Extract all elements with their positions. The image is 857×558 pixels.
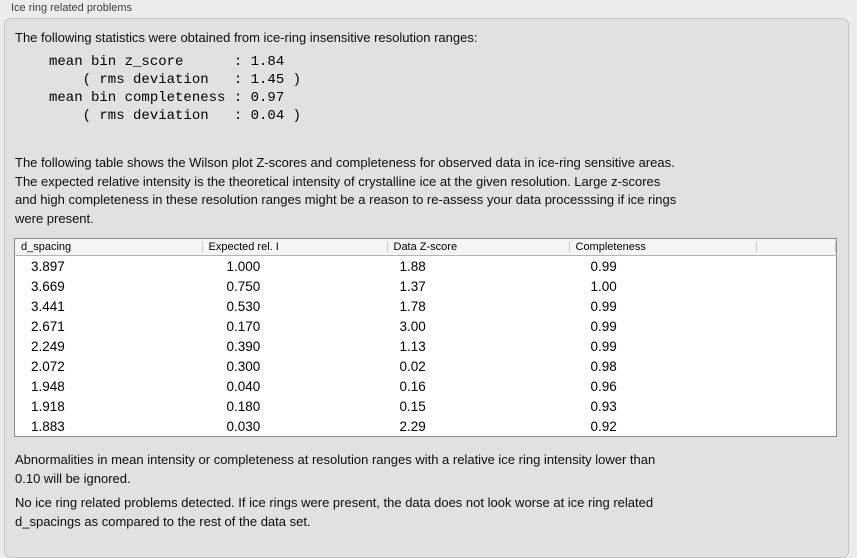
table-cell: 0.15	[399, 398, 426, 414]
column-header-expected-rel-i[interactable]: Expected rel. I	[202, 238, 388, 256]
table-cell: 0.96	[590, 378, 617, 394]
table-cell: 0.99	[590, 258, 617, 274]
table-cell: 2.29	[399, 418, 426, 434]
table-row[interactable]: 3.669 0.750 1.37 1.00	[15, 276, 837, 296]
table-cell	[757, 416, 837, 437]
table-row[interactable]: 1.948 0.040 0.16 0.96	[15, 376, 837, 396]
table-cell	[757, 316, 837, 336]
table-cell: 0.16	[399, 378, 426, 394]
table-cell: 1.13	[399, 338, 426, 354]
table-cell	[757, 276, 837, 296]
table-cell: 1.948	[31, 378, 65, 394]
table-cell: 1.37	[399, 278, 426, 294]
table-body: 3.897 1.000 1.88 0.99 3.669 0.750 1.37 1.00 3.44…	[15, 256, 837, 437]
table-cell: 2.249	[31, 338, 65, 354]
table-row[interactable]: 2.249 0.390 1.13 0.99	[15, 336, 837, 356]
table-row[interactable]: 3.441 0.530 1.78 0.99	[15, 296, 837, 316]
conclusion-text: No ice ring related problems detected. I…	[15, 495, 654, 529]
table-cell: 3.441	[31, 298, 65, 314]
table-cell: 0.180	[226, 398, 261, 414]
table-row[interactable]: 1.883 0.030 2.29 0.92	[15, 416, 837, 437]
table-cell: 0.92	[590, 418, 617, 434]
table-cell: 1.00	[590, 278, 617, 294]
table-cell: 0.750	[226, 278, 261, 294]
table-cell: 3.00	[399, 318, 426, 334]
table-row[interactable]: 3.897 1.000 1.88 0.99	[15, 256, 837, 277]
table-cell	[757, 336, 837, 356]
table-cell: 0.170	[226, 318, 261, 334]
table-row[interactable]: 1.918 0.180 0.15 0.93	[15, 396, 837, 416]
table-description: The following table shows the Wilson plo…	[15, 155, 677, 226]
table-row[interactable]: 2.072 0.300 0.02 0.98	[15, 356, 837, 376]
table-row[interactable]: 2.671 0.170 3.00 0.99	[15, 316, 837, 336]
table-cell: 0.390	[226, 338, 261, 354]
table-cell: 0.99	[590, 298, 617, 314]
column-header-d-spacing[interactable]: d_spacing	[14, 238, 203, 256]
table-header-row: d_spacing Expected rel. I Data Z-score Comp…	[14, 238, 837, 256]
table-cell: 0.99	[590, 338, 617, 354]
column-header-completeness[interactable]: Completeness	[569, 238, 757, 256]
table-cell: 1.000	[226, 258, 261, 274]
table-cell: 0.93	[590, 398, 617, 414]
table-cell	[757, 256, 837, 277]
table-cell: 2.671	[31, 318, 65, 334]
table-cell: 0.530	[226, 298, 261, 314]
table-cell: 2.072	[31, 358, 65, 374]
table-cell	[757, 356, 837, 376]
table-cell: 1.883	[31, 418, 65, 434]
table-cell: 1.78	[399, 298, 426, 314]
table-cell: 0.02	[399, 358, 426, 374]
table-cell	[757, 396, 837, 416]
table-cell: 0.98	[590, 358, 617, 374]
table-cell: 0.300	[226, 358, 261, 374]
column-header-empty[interactable]	[756, 238, 837, 256]
table-cell	[757, 296, 837, 316]
table-cell	[757, 376, 837, 396]
stats-block: mean bin z_score : 1.84 ( rms deviation …	[49, 54, 302, 124]
table-cell: 0.040	[226, 378, 261, 394]
column-header-data-z-score[interactable]: Data Z-score	[387, 238, 570, 256]
table-cell: 1.918	[31, 398, 65, 414]
ice-ring-table[interactable]: d_spacing Expected rel. I Data Z-score Comp…	[14, 238, 837, 437]
intro-text: The following statistics were obtained f…	[15, 30, 478, 45]
panel-title: Ice ring related problems	[11, 2, 133, 14]
table-cell: 0.030	[226, 418, 261, 434]
table-cell: 3.897	[31, 258, 65, 274]
table-cell: 3.669	[31, 278, 65, 294]
ignore-note: Abnormalities in mean intensity or compl…	[15, 452, 656, 486]
table-cell: 0.99	[590, 318, 617, 334]
table-cell: 1.88	[399, 258, 426, 274]
